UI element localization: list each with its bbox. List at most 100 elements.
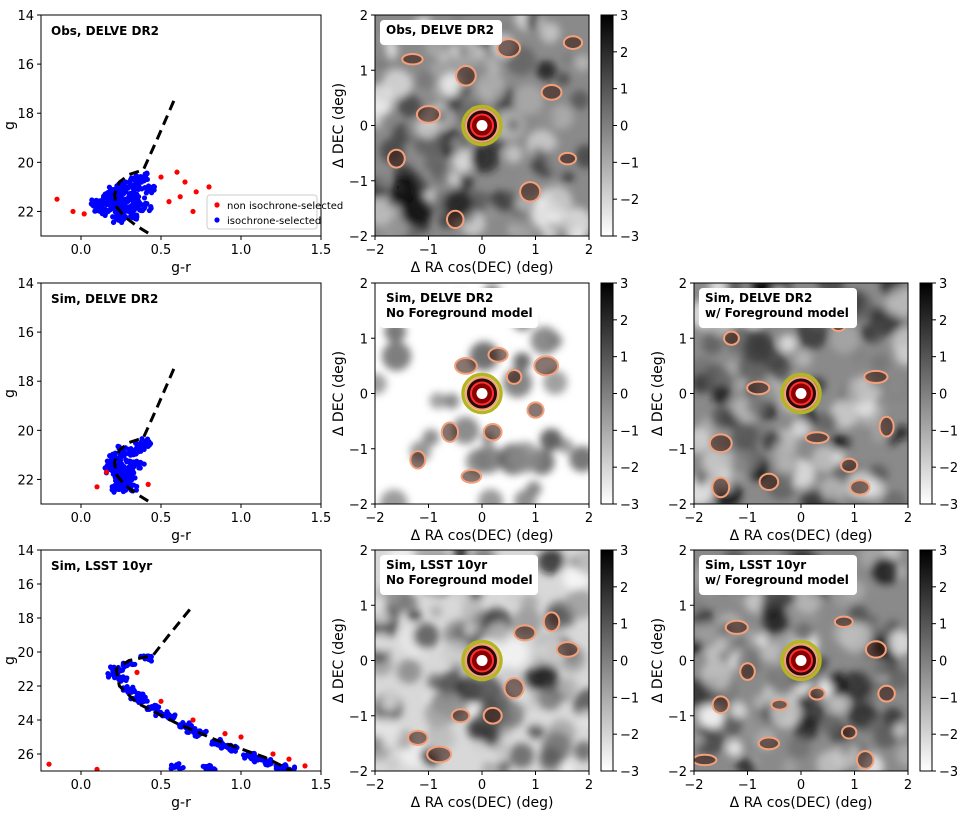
x-axis-label: g-r [171, 528, 191, 544]
data-point [164, 709, 170, 715]
contour [558, 151, 578, 166]
data-point [273, 766, 280, 771]
noise-blob [424, 698, 456, 730]
data-point [267, 756, 274, 763]
data-point [133, 203, 140, 209]
contour [505, 368, 523, 385]
y-tick-label: 2 [360, 9, 368, 24]
y-tick-label: 1 [679, 599, 687, 614]
contour [877, 684, 896, 703]
noise-blob [891, 327, 908, 359]
noise-blob [574, 550, 589, 575]
x-axis-label: Δ RA cos(DEC) (deg) [411, 795, 554, 811]
data-point [265, 762, 271, 768]
x-tick-label: 0.0 [71, 511, 92, 526]
x-tick-label: −2 [365, 778, 384, 793]
data-point [116, 217, 122, 223]
contour [833, 615, 854, 628]
data-point [158, 698, 164, 704]
data-point [105, 674, 112, 680]
y-axis-label: Δ DEC (deg) [331, 351, 347, 436]
colorbar-tick-label: −1 [620, 691, 639, 706]
contour [694, 753, 718, 767]
noise-blob [498, 638, 529, 669]
data-point [141, 205, 147, 211]
x-tick-label: 1 [850, 778, 858, 793]
x-tick-label: 0 [797, 511, 805, 526]
contour [555, 641, 580, 658]
data-point [180, 764, 186, 771]
isochrone-line [113, 100, 176, 236]
noise-blob [870, 557, 900, 587]
data-point [129, 190, 135, 196]
contour [739, 662, 756, 681]
noise-blob [538, 108, 556, 126]
y-tick-label: 0 [679, 655, 687, 670]
noise-blob [564, 588, 589, 620]
x-tick-label: −2 [365, 511, 384, 526]
noise-blob [830, 399, 860, 429]
center-marker [795, 655, 807, 666]
plot-frame [40, 549, 322, 772]
contour [407, 729, 429, 746]
noise-blob [560, 763, 575, 771]
data-point [135, 444, 141, 451]
noise-blob [535, 60, 557, 81]
data-point [184, 729, 190, 735]
noise-blob [422, 428, 440, 447]
data-point [218, 742, 224, 748]
data-point [134, 669, 140, 676]
x-tick-label: 1 [531, 511, 539, 526]
contour [526, 401, 545, 419]
contour [426, 745, 453, 764]
noise-blob [426, 673, 444, 690]
y-tick-label: 0 [679, 388, 687, 403]
noise-blob [839, 621, 872, 654]
noise-blob [513, 84, 544, 116]
data-point [112, 450, 118, 456]
colorbar-tick-label: 2 [620, 46, 628, 61]
legend-entry: non isochrone-selected [227, 201, 343, 212]
noise-blob [694, 733, 704, 746]
cmd-panel: Sim, LSST 10yr 0.0 0.5 1.0 1.5 14 16 18 20 22 24 26… [2, 544, 331, 811]
noise-blob [451, 416, 480, 445]
panel-label: Sim, DELVE DR2 [705, 291, 812, 305]
colorbar-tick-label: 3 [620, 9, 628, 24]
noise-blob [539, 428, 563, 452]
colorbar-tick-label: 0 [620, 120, 628, 135]
noise-blob [375, 197, 393, 226]
noise-blob [894, 425, 908, 440]
noise-blob [701, 333, 723, 355]
data-point [109, 191, 115, 197]
noise-blob [883, 374, 908, 403]
data-point [177, 194, 183, 200]
noise-blob [579, 710, 589, 727]
noise-blob [791, 418, 811, 438]
x-tick-label: 0.5 [151, 511, 172, 526]
x-tick-label: 0 [797, 778, 805, 793]
noise-blob [694, 725, 725, 756]
colorbar-tick-label: 1 [939, 351, 947, 366]
density-layer [694, 550, 908, 771]
panel-label: Obs, DELVE DR2 [51, 24, 159, 38]
panel-label: w/ Foreground model [705, 573, 849, 587]
data-point [70, 208, 76, 215]
data-point [120, 677, 126, 683]
noise-blob [694, 638, 704, 654]
noise-blob [390, 175, 420, 205]
noise-blob [547, 333, 563, 349]
data-point [114, 185, 120, 191]
y-tick-label: 18 [17, 107, 34, 122]
noise-blob [574, 54, 589, 71]
y-axis-label: g [2, 121, 18, 130]
data-point [212, 766, 218, 771]
data-point [141, 461, 147, 467]
noise-blob [574, 144, 589, 169]
colorbar-tick-label: −3 [620, 230, 639, 245]
y-axis-label: Δ DEC (deg) [331, 618, 347, 703]
label-box [699, 288, 857, 328]
data-point [174, 169, 180, 175]
x-tick-label: 1.0 [231, 778, 252, 793]
data-point [104, 469, 110, 475]
data-point [100, 196, 106, 202]
